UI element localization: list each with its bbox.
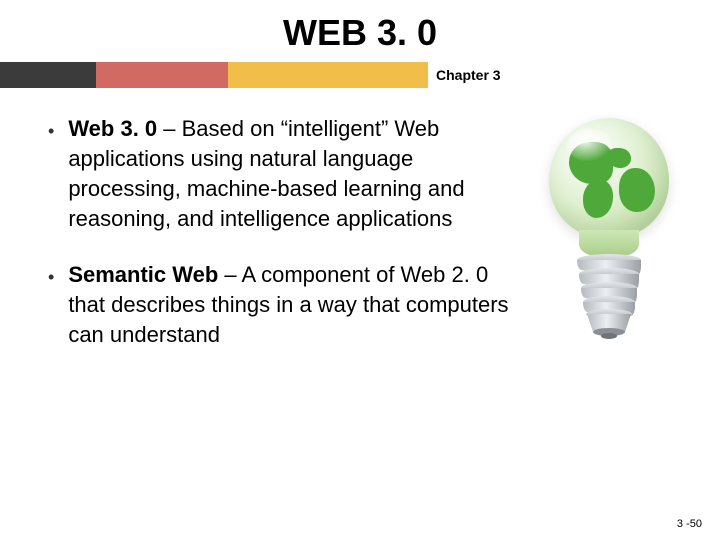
content-area: • Web 3. 0 – Based on “intelligent” Web … [0,114,720,350]
bullet-marker: • [48,114,68,234]
bullet-text: Semantic Web – A component of Web 2. 0 t… [68,260,528,350]
bar-segment-2 [96,62,228,88]
chapter-label: Chapter 3 [428,67,511,83]
bar-segment-4: Chapter 3 [428,62,720,88]
lightbulb-icon [539,114,679,354]
continent-shape [619,168,655,212]
bulb-highlight [567,128,613,162]
accent-color-bar: Chapter 3 [0,62,720,88]
list-item: • Semantic Web – A component of Web 2. 0… [48,260,528,350]
bulb-neck [579,230,639,256]
slide-title: WEB 3. 0 [0,0,720,62]
list-item: • Web 3. 0 – Based on “intelligent” Web … [48,114,528,234]
bar-segment-3 [228,62,428,88]
continent-shape [583,180,613,218]
bulb-glass [549,118,669,238]
bullet-marker: • [48,260,68,350]
bullet-term: Semantic Web [68,262,218,287]
bar-segment-1 [0,62,96,88]
lightbulb-globe-graphic [534,114,684,364]
bulb-base-icon [573,254,645,346]
bullet-text: Web 3. 0 – Based on “intelligent” Web ap… [68,114,528,234]
slide-number: 3 -50 [677,518,702,530]
bullet-term: Web 3. 0 [68,116,157,141]
bullet-list: • Web 3. 0 – Based on “intelligent” Web … [48,114,528,350]
